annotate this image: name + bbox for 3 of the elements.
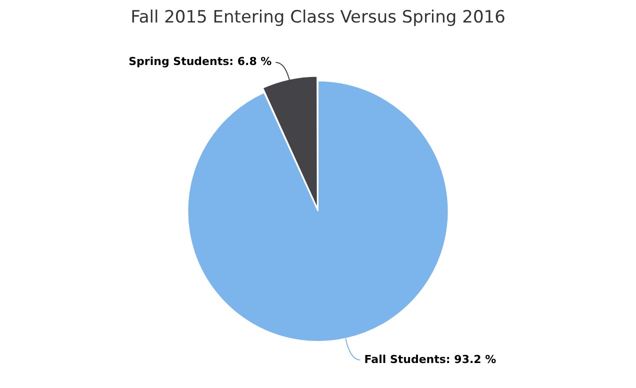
chart-title: Fall 2015 Entering Class Versus Spring 2016: [130, 8, 506, 28]
slice-label: Fall Students: 93.2 %: [364, 352, 496, 366]
slice-label: Spring Students: 6.8 %: [128, 55, 272, 68]
